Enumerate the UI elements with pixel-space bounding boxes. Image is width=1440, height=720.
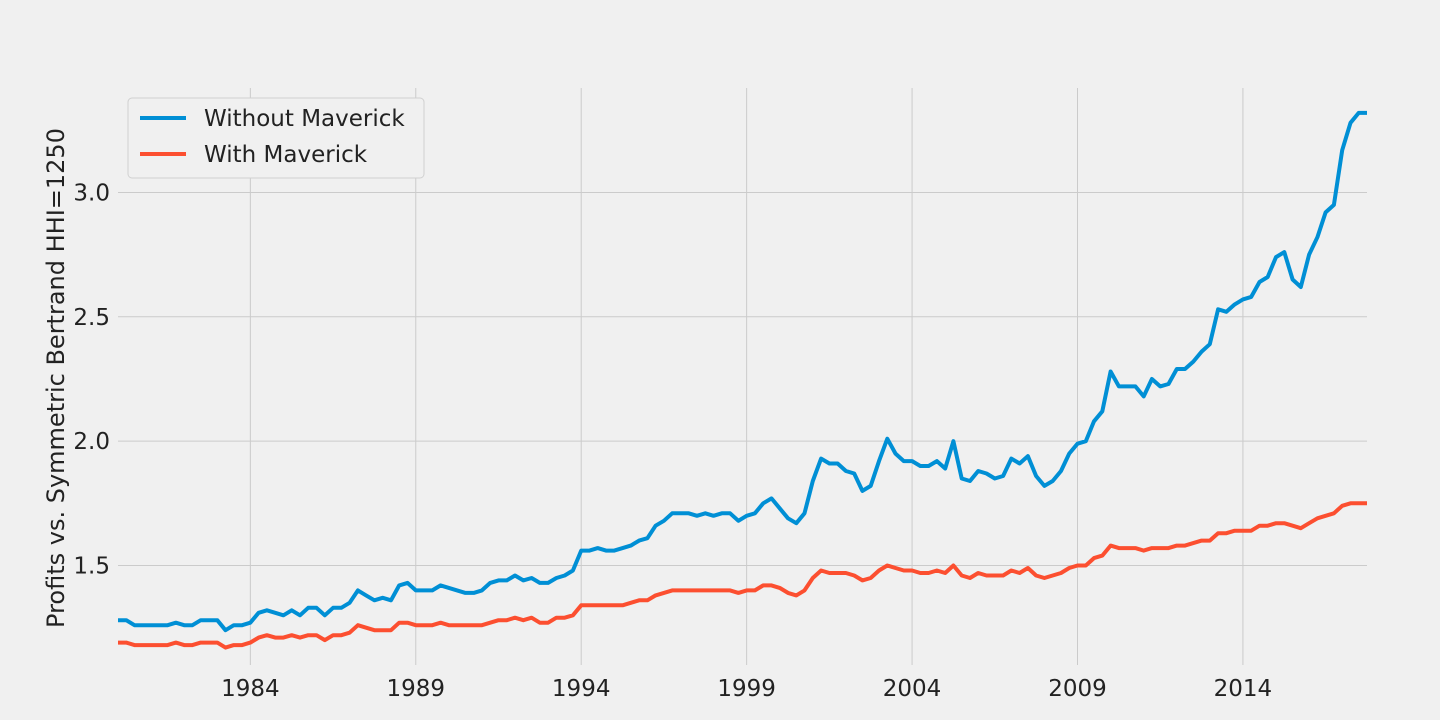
x-tick-label: 2004 — [883, 676, 942, 702]
plot-area — [118, 88, 1367, 665]
series-line-with-maverick — [118, 501, 1367, 650]
x-axis-ticks: 1984 1989 1994 1999 2004 2009 2014 — [221, 676, 1272, 702]
legend-label: Without Maverick — [204, 106, 405, 132]
y-tick-label: 2.0 — [73, 429, 110, 455]
legend-box — [127, 97, 425, 179]
grid — [118, 88, 1367, 665]
y-axis-ticks: 1.5 2.0 2.5 3.0 — [73, 180, 110, 579]
y-axis-label: Profits vs. Symmetric Bertrand HHI=1250 — [42, 128, 70, 628]
x-tick-label: 2009 — [1048, 676, 1107, 702]
y-tick-label: 1.5 — [73, 554, 110, 580]
series-line-without-maverick — [118, 110, 1367, 633]
x-tick-label: 1994 — [552, 676, 611, 702]
y-tick-label: 3.0 — [73, 180, 110, 206]
x-tick-label: 1984 — [221, 676, 280, 702]
y-tick-label: 2.5 — [73, 305, 110, 331]
x-tick-label: 1989 — [387, 676, 446, 702]
legend-label: With Maverick — [204, 142, 368, 168]
legend[interactable]: Without Maverick With Maverick — [127, 97, 425, 179]
x-tick-label: 2014 — [1214, 676, 1273, 702]
x-tick-label: 1999 — [717, 676, 776, 702]
series-lines — [118, 110, 1367, 650]
